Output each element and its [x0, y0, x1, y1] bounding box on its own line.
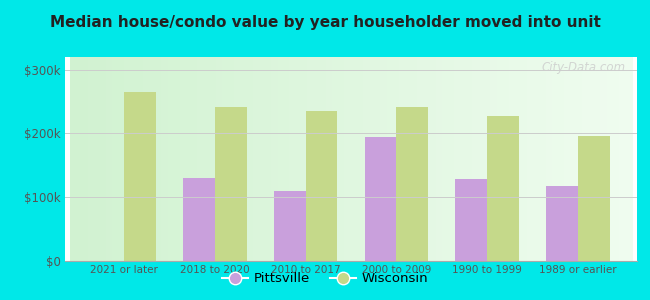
- Text: Median house/condo value by year householder moved into unit: Median house/condo value by year househo…: [49, 15, 601, 30]
- Bar: [274, 191, 305, 261]
- Bar: [214, 107, 246, 261]
- Bar: [578, 136, 610, 261]
- Legend: Pittsville, Wisconsin: Pittsville, Wisconsin: [216, 267, 434, 290]
- Text: City-Data.com: City-Data.com: [541, 61, 625, 74]
- Bar: [365, 137, 396, 261]
- Bar: [124, 92, 156, 261]
- Bar: [396, 107, 428, 261]
- Bar: [306, 111, 337, 261]
- Bar: [546, 186, 578, 261]
- Bar: [183, 178, 214, 261]
- Bar: [488, 116, 519, 261]
- Bar: [456, 179, 488, 261]
